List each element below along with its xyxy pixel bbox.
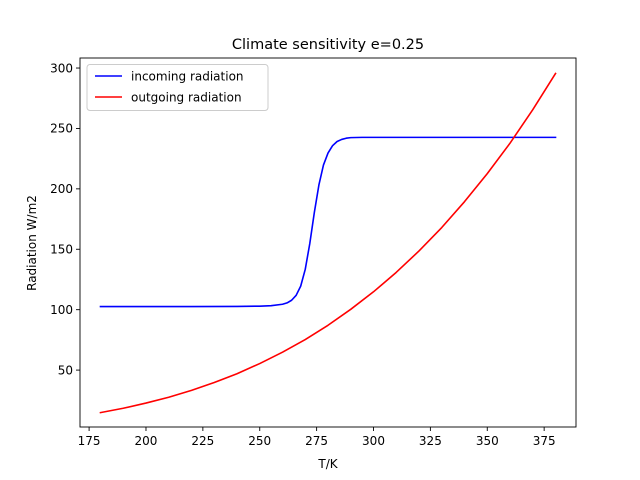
x-tick-label: 250	[248, 434, 271, 448]
y-tick-label: 200	[50, 182, 73, 196]
legend-box	[86, 64, 269, 111]
chart-title: Climate sensitivity e=0.25	[232, 37, 424, 53]
series-line-1	[99, 136, 557, 308]
y-tick-label: 300	[50, 61, 73, 75]
series-line-2	[99, 72, 557, 414]
axes-frame	[79, 57, 577, 428]
x-tick-label: 300	[362, 434, 385, 448]
x-tick-label: 225	[191, 434, 214, 448]
y-tick-label: 250	[50, 122, 73, 136]
x-tick-label: 325	[419, 434, 442, 448]
x-tick-label: 175	[78, 434, 101, 448]
plot-area: 175 200 225 250 275 300 325 350 375 50 100 150 200 25…	[50, 57, 577, 448]
x-tick-label: 200	[135, 434, 158, 448]
x-tick-label: 275	[305, 434, 328, 448]
y-tick-label: 150	[50, 243, 73, 257]
x-tick-label: 350	[476, 434, 499, 448]
x-axis-title: T/K	[317, 457, 338, 471]
y-tick-label: 100	[50, 303, 73, 317]
legend-label-1: incoming radiation	[131, 69, 244, 83]
y-axis-title: Radiation W/m2	[25, 195, 39, 291]
y-tick-label: 50	[58, 363, 73, 377]
x-tick-label: 375	[533, 434, 556, 448]
legend-label-2: outgoing radiation	[131, 90, 242, 104]
legend: incoming radiation outgoing radiation	[86, 64, 269, 111]
